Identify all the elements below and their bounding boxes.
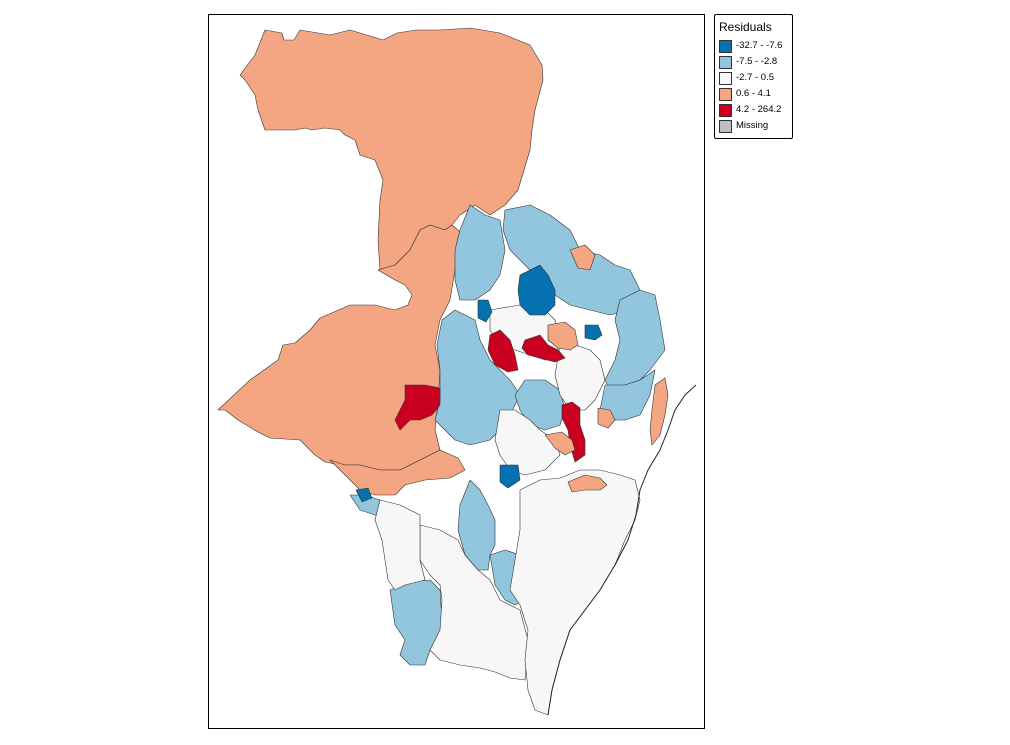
region-red-central-1 <box>487 329 519 373</box>
region-dark-blue-southwest <box>355 487 373 503</box>
region-dark-blue-central <box>584 324 603 341</box>
legend-label: -7.5 - -2.8 <box>736 56 778 67</box>
region-south-large-white <box>419 524 529 681</box>
legend-item: 0.6 - 4.1 <box>719 87 793 101</box>
region-orange-north-small <box>569 244 596 271</box>
region-orange-central <box>547 321 579 351</box>
region-central-white-2 <box>554 344 606 411</box>
region-south-east-white <box>509 469 641 716</box>
legend-swatch <box>719 72 732 85</box>
legend-item: -2.7 - 0.5 <box>719 71 793 85</box>
legend-label: 4.2 - 264.2 <box>736 104 782 115</box>
region-central-blue <box>514 379 566 431</box>
region-east-blue <box>434 309 521 446</box>
region-central-white-3 <box>494 409 561 476</box>
region-central-west-blue <box>454 204 506 301</box>
legend-swatch <box>719 88 732 101</box>
region-dark-blue-west <box>477 299 493 323</box>
region-dark-blue-south <box>499 464 521 489</box>
legend-swatch <box>719 40 732 53</box>
legend-swatch <box>719 120 732 133</box>
region-red-east <box>561 401 586 463</box>
region-orange-coast <box>544 431 576 456</box>
region-south-west-white <box>374 499 426 591</box>
legend: Residuals -32.7 - -7.6 -7.5 - -2.8 -2.7 … <box>714 14 793 139</box>
legend-item: 4.2 - 264.2 <box>719 103 793 117</box>
region-orange-east-1 <box>649 377 669 446</box>
region-red-west <box>394 384 441 431</box>
coastline <box>547 384 697 716</box>
legend-item: Missing <box>719 119 793 133</box>
region-orange-east-2 <box>597 407 616 429</box>
legend-item: -32.7 - -7.6 <box>719 39 793 53</box>
legend-item: -7.5 - -2.8 <box>719 55 793 69</box>
region-west-south <box>329 449 466 496</box>
region-south-central-blue <box>457 479 496 571</box>
legend-label: 0.6 - 4.1 <box>736 88 771 99</box>
region-red-central-2 <box>521 334 566 363</box>
legend-label: -2.7 - 0.5 <box>736 72 775 83</box>
region-orange-south <box>567 474 608 493</box>
legend-label: -32.7 - -7.6 <box>736 40 783 51</box>
region-west-large <box>217 224 461 471</box>
legend-swatch <box>719 56 732 69</box>
legend-title: Residuals <box>719 20 772 34</box>
legend-label: Missing <box>736 120 769 131</box>
legend-swatch <box>719 104 732 117</box>
region-dark-blue-north <box>517 264 556 316</box>
